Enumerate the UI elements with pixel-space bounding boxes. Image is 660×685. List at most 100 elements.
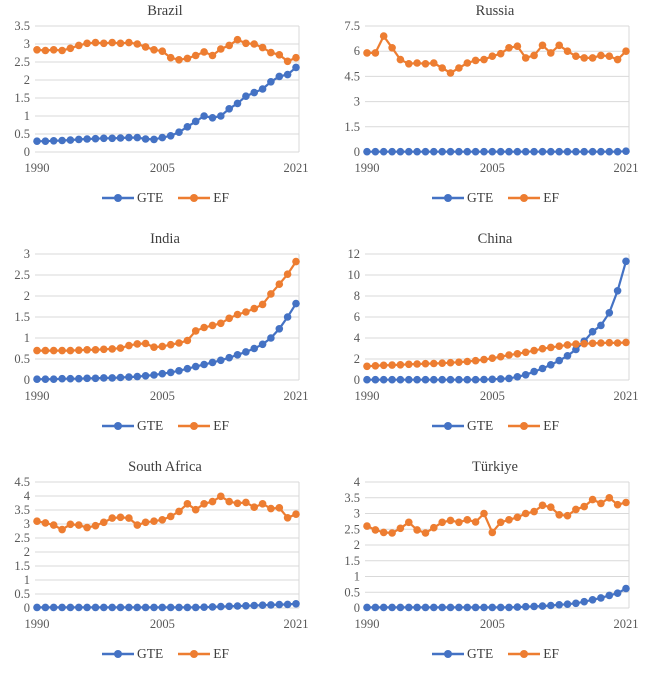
chart-canvas-china: 0 2 4 6 8 10 12 1990 2005 2021 — [348, 248, 639, 403]
chart-canvas-russia: 0 1.5 3 4.5 6 7.5 1990 2005 2021 — [344, 20, 638, 175]
data-point-ef — [563, 511, 572, 520]
data-point-ef — [496, 518, 505, 527]
data-point-gte — [438, 147, 446, 156]
data-point-gte — [183, 123, 192, 131]
data-point-ef — [75, 41, 83, 50]
legend-entry-gte: GTE — [431, 646, 493, 662]
x-tick-label: 2021 — [284, 389, 309, 403]
data-point-ef — [41, 346, 50, 355]
data-point-gte — [141, 603, 150, 612]
data-point-gte — [463, 375, 472, 384]
data-point-ef — [267, 504, 275, 513]
data-point-ef — [547, 503, 555, 511]
data-point-ef — [405, 60, 413, 68]
data-point-ef — [250, 40, 258, 48]
data-point-gte — [588, 596, 597, 604]
data-point-ef — [496, 49, 505, 58]
data-point-gte — [41, 137, 50, 145]
data-point-ef — [200, 500, 208, 508]
data-point-gte — [521, 602, 530, 611]
data-point-ef — [622, 498, 630, 507]
data-point-ef — [49, 521, 58, 529]
data-point-gte — [91, 374, 100, 383]
y-tick-label: 3.5 — [14, 20, 30, 33]
data-point-gte — [538, 147, 547, 156]
data-point-gte — [505, 603, 513, 612]
chart-panel-russia: Russia 0 1.5 3 4.5 6 7.5 1990 2005 2021 GTE EF — [330, 0, 660, 228]
data-point-gte — [258, 85, 267, 93]
series-line-gte — [367, 587, 627, 609]
data-point-ef — [405, 518, 413, 527]
data-point-ef — [41, 519, 50, 527]
data-point-ef — [388, 529, 396, 537]
data-point-ef — [208, 321, 217, 330]
data-point-ef — [116, 39, 125, 48]
data-point-gte — [613, 287, 622, 295]
data-point-ef — [175, 507, 183, 516]
y-tick-label: 1 — [24, 573, 30, 587]
data-point-ef — [108, 345, 116, 353]
gte-line-marker-icon — [431, 194, 464, 202]
data-point-ef — [125, 38, 133, 47]
data-point-gte — [471, 603, 480, 612]
data-point-ef — [66, 44, 75, 53]
data-point-ef — [33, 46, 41, 54]
data-point-ef — [471, 518, 480, 526]
data-point-gte — [217, 112, 225, 120]
data-point-ef — [108, 38, 116, 47]
data-point-ef — [622, 47, 630, 55]
data-point-gte — [116, 603, 125, 612]
data-point-gte — [250, 88, 258, 97]
data-point-ef — [108, 514, 116, 522]
data-point-gte — [49, 603, 58, 612]
legend-south-africa: GTE EF — [101, 644, 229, 664]
legend-label-ef: EF — [543, 418, 559, 433]
data-point-ef — [83, 523, 91, 532]
y-tick-label: 0 — [24, 145, 30, 159]
data-point-ef — [242, 308, 250, 316]
data-point-gte — [555, 147, 563, 156]
data-point-ef — [613, 500, 622, 509]
data-point-gte — [597, 147, 605, 156]
data-point-gte — [166, 368, 175, 377]
data-point-gte — [363, 375, 371, 384]
data-point-ef — [191, 327, 200, 335]
data-point-ef — [91, 38, 100, 47]
data-point-ef — [563, 341, 572, 349]
y-tick-label: 2.5 — [14, 531, 30, 545]
data-point-gte — [547, 147, 555, 156]
data-point-ef — [563, 47, 572, 55]
y-tick-label: 4.5 — [14, 476, 30, 489]
data-point-gte — [258, 340, 267, 349]
x-tick-label: 2005 — [150, 389, 175, 403]
data-point-ef — [208, 497, 217, 506]
data-point-gte — [41, 603, 50, 612]
y-tick-label: 2 — [24, 545, 30, 559]
data-point-ef — [125, 341, 133, 350]
data-point-gte — [208, 114, 217, 122]
data-point-ef — [463, 59, 472, 67]
y-tick-label: 3 — [24, 517, 30, 531]
data-point-ef — [242, 498, 250, 507]
y-tick-label: 2.5 — [14, 55, 30, 69]
ef-line-marker-icon — [178, 650, 211, 658]
legend-entry-gte: GTE — [431, 418, 493, 434]
data-point-ef — [141, 518, 150, 527]
data-point-ef — [242, 39, 250, 48]
chart-title-south-africa: South Africa — [128, 459, 202, 475]
data-point-ef — [175, 339, 183, 347]
data-point-ef — [250, 304, 258, 313]
data-point-gte — [191, 603, 200, 612]
data-point-gte — [108, 603, 116, 612]
data-point-gte — [116, 373, 125, 382]
data-point-gte — [125, 603, 133, 612]
data-point-ef — [191, 51, 200, 60]
data-point-gte — [613, 589, 622, 597]
ef-line-marker-icon — [508, 650, 541, 658]
y-tick-label: 3 — [354, 95, 360, 109]
data-point-gte — [430, 147, 438, 156]
data-point-ef — [471, 56, 480, 65]
y-tick-label: 0 — [24, 601, 30, 615]
data-point-gte — [75, 603, 83, 612]
data-point-ef — [116, 344, 125, 352]
